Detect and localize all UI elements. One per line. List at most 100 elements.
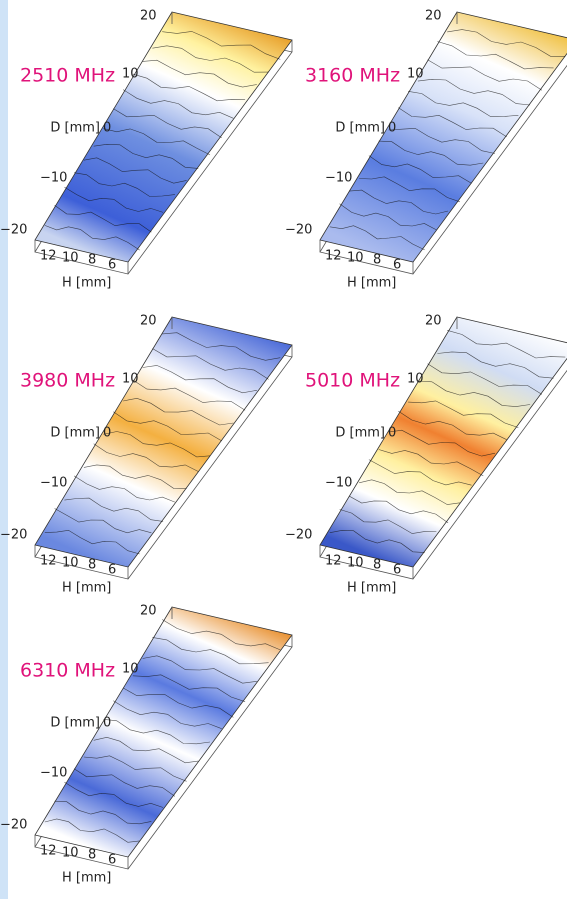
contour-line xyxy=(378,449,484,477)
h-tick-label: 10 xyxy=(62,846,79,861)
contour-line xyxy=(398,410,507,440)
d-tick-label: 10 xyxy=(407,67,424,82)
contour-line xyxy=(122,687,234,718)
d-tick-label: 20 xyxy=(140,604,157,619)
contour-line xyxy=(142,59,257,88)
contour-line xyxy=(83,464,187,489)
contour-line xyxy=(152,637,269,665)
h-tick-label: 10 xyxy=(62,251,79,266)
d-tick-label: 20 xyxy=(425,9,442,24)
contour-line xyxy=(162,332,281,361)
contour-line xyxy=(54,205,152,233)
contour-line xyxy=(408,91,519,118)
contour-line xyxy=(142,365,257,394)
d-tick-label: −20 xyxy=(285,223,312,238)
d-tick-label: −20 xyxy=(285,528,312,543)
contour-line xyxy=(73,768,176,797)
contour-line xyxy=(113,700,222,729)
contour-line xyxy=(64,781,164,808)
panel: 3160 MHz 20 10 0 −10 −20 D [mm] 12 10 8 6 H [mm] xyxy=(285,9,567,291)
contour-line xyxy=(64,186,164,213)
contour-line xyxy=(349,495,449,524)
contour-line xyxy=(44,225,140,251)
contour-line xyxy=(408,400,519,428)
d-axis-label: D [mm] xyxy=(50,121,100,136)
frequency-label: 3980 MHz xyxy=(20,370,115,392)
surface xyxy=(34,11,293,263)
contour-line xyxy=(378,140,484,166)
d-tick-label: 0 xyxy=(388,426,396,441)
h-axis-label: H [mm] xyxy=(347,581,396,596)
contour-line xyxy=(74,172,175,197)
contour-line xyxy=(447,29,566,57)
h-tick-label: 8 xyxy=(88,848,96,863)
h-tick-label: 8 xyxy=(88,253,96,268)
h-axis-label: H [mm] xyxy=(62,871,111,886)
frequency-label: 6310 MHz xyxy=(20,660,115,682)
h-tick-label: 10 xyxy=(347,251,364,266)
h-tick-label: 12 xyxy=(40,554,57,569)
contour-line xyxy=(339,509,437,534)
d-axis-label: D [mm] xyxy=(335,426,385,441)
d-tick-label: 20 xyxy=(140,314,157,329)
h-tick-label: 8 xyxy=(373,253,381,268)
contour-line xyxy=(417,78,531,106)
d-tick-label: 20 xyxy=(140,9,157,24)
d-tick-label: 0 xyxy=(103,121,111,136)
contour-line xyxy=(359,176,460,203)
contour-line xyxy=(132,73,246,102)
contour-line xyxy=(103,719,211,745)
contour-line xyxy=(83,755,187,782)
contour-line xyxy=(388,429,496,457)
contour-line xyxy=(368,155,472,184)
contour-line xyxy=(93,143,199,169)
h-tick-label: 8 xyxy=(88,558,96,573)
h-tick-label: 6 xyxy=(393,258,401,273)
d-tick-label: −10 xyxy=(325,476,352,491)
contour-line xyxy=(427,59,543,91)
surface xyxy=(34,606,293,858)
h-tick-label: 6 xyxy=(108,853,116,868)
h-axis-label: H [mm] xyxy=(62,276,111,291)
d-tick-label: 10 xyxy=(122,662,139,677)
contour-line xyxy=(388,127,496,154)
panel: 6310 MHz 20 10 0 −10 −20 D [mm] 12 10 8 6 H [mm] xyxy=(0,604,293,886)
contour-line xyxy=(142,655,257,684)
d-tick-label: −10 xyxy=(325,171,352,186)
panel: 3980 MHz 20 10 0 −10 −20 D [mm] 12 10 8 6 H [mm] xyxy=(0,314,293,596)
contour-line xyxy=(368,459,472,486)
contour-line xyxy=(329,225,425,251)
contour-line xyxy=(152,348,269,380)
contour-line xyxy=(93,443,199,472)
contour-line xyxy=(93,736,199,764)
h-axis-label: H [mm] xyxy=(347,276,396,291)
d-tick-label: −20 xyxy=(0,818,27,833)
contour-line xyxy=(73,475,176,503)
h-tick-label: 12 xyxy=(40,844,57,859)
contour-line xyxy=(44,818,140,843)
frequency-label: 2510 MHz xyxy=(20,65,115,87)
d-tick-label: 0 xyxy=(103,716,111,731)
h-tick-label: 8 xyxy=(373,558,381,573)
surface xyxy=(319,316,567,568)
d-tick-label: 10 xyxy=(122,67,139,82)
contour-line xyxy=(83,157,187,184)
contour-line xyxy=(122,89,234,119)
d-tick-label: −10 xyxy=(40,766,67,781)
contour-line xyxy=(437,41,554,70)
contour-line xyxy=(349,189,449,215)
contour-line xyxy=(339,203,437,231)
contour-line xyxy=(113,108,222,139)
h-tick-label: 10 xyxy=(62,556,79,571)
contour-line xyxy=(447,330,566,359)
contour-line xyxy=(437,351,554,379)
contour-line xyxy=(162,31,281,60)
panel: 2510 MHz 20 10 0 −10 −20 D [mm] 12 10 8 6 H [mm] xyxy=(0,9,293,291)
contour-line xyxy=(132,674,246,702)
h-tick-label: 10 xyxy=(347,556,364,571)
contour-line xyxy=(123,397,234,426)
d-tick-label: 0 xyxy=(103,426,111,441)
contour-line xyxy=(427,363,543,395)
contour-line xyxy=(132,379,246,411)
